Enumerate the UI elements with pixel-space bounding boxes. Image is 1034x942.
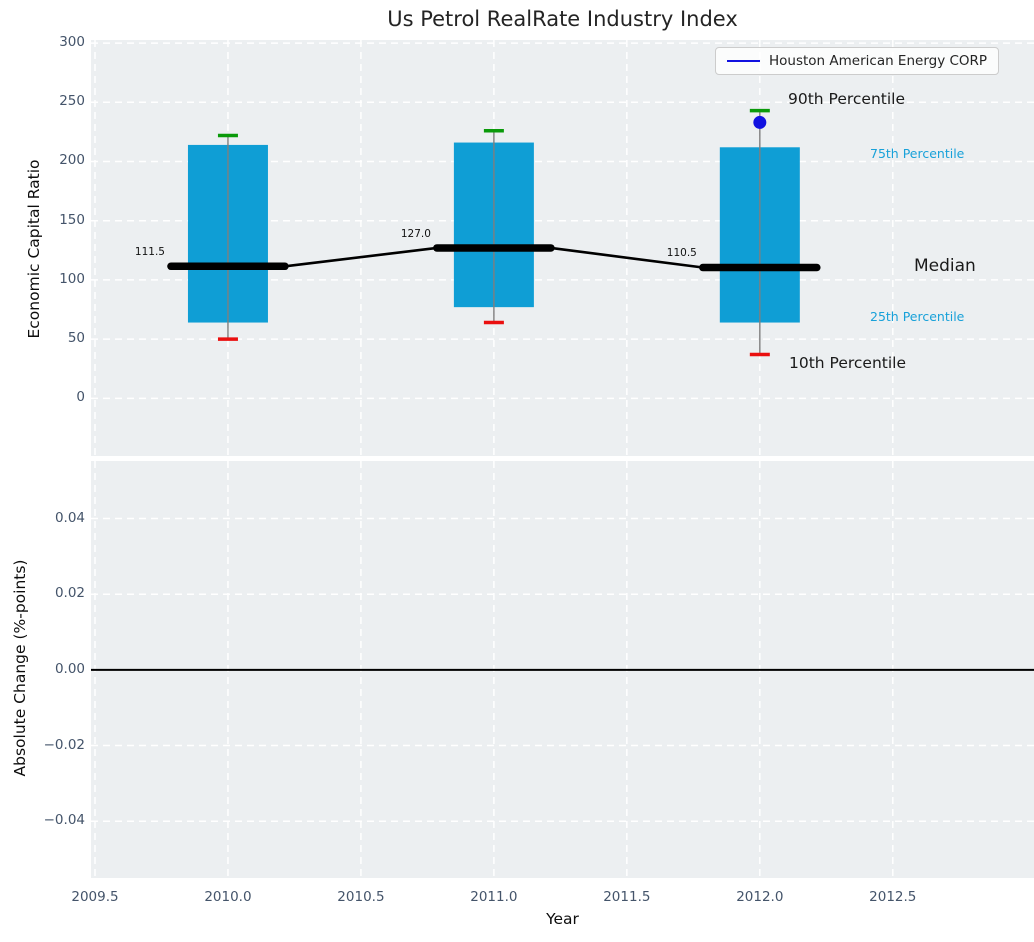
y-tick-top-0: 0 bbox=[76, 389, 85, 406]
company-point bbox=[753, 115, 767, 129]
top-plot-canvas bbox=[91, 40, 1034, 456]
x-tick-2010.5: 2010.5 bbox=[337, 889, 385, 905]
x-tick-2009.5: 2009.5 bbox=[71, 889, 119, 905]
plot-area-bottom bbox=[91, 461, 1034, 878]
y-tick-top-300: 300 bbox=[59, 34, 85, 51]
plot-area-top: 111.5 127.0 110.5 90th Percentile 75th Perce… bbox=[91, 40, 1034, 456]
y-tick-bottom-0.00: 0.00 bbox=[54, 660, 85, 677]
annotation-10th-percentile: 10th Percentile bbox=[789, 354, 907, 372]
y-tick-bottom-0.04: 0.04 bbox=[54, 509, 85, 526]
median-connector bbox=[284, 246, 438, 268]
y-tick-top-100: 100 bbox=[59, 270, 85, 287]
annotation-25th-percentile: 25th Percentile bbox=[870, 309, 965, 324]
y-tick-bottom-−0.02: −0.02 bbox=[43, 736, 85, 753]
x-tick-2011.0: 2011.0 bbox=[470, 889, 518, 905]
y-tick-top-50: 50 bbox=[67, 330, 85, 347]
legend: Houston American Energy CORP bbox=[715, 47, 1000, 75]
annotation-median: Median bbox=[914, 256, 976, 276]
y-tick-bottom-−0.04: −0.04 bbox=[43, 812, 85, 829]
chart-title: Us Petrol RealRate Industry Index bbox=[387, 7, 738, 31]
median-value-label-2011: 127.0 bbox=[400, 227, 431, 240]
y-tick-top-200: 200 bbox=[59, 152, 85, 169]
legend-line-sample bbox=[727, 60, 760, 62]
legend-label: Houston American Energy CORP bbox=[769, 53, 988, 69]
x-tick-2010.0: 2010.0 bbox=[204, 889, 252, 905]
x-axis-label: Year bbox=[546, 910, 579, 928]
median-connector bbox=[550, 246, 703, 269]
y-tick-bottom-0.02: 0.02 bbox=[54, 585, 85, 602]
median-value-label-2012: 110.5 bbox=[666, 247, 697, 260]
median-value-label-2010: 111.5 bbox=[134, 246, 165, 259]
x-tick-2012.0: 2012.0 bbox=[736, 889, 784, 905]
annotation-90th-percentile: 90th Percentile bbox=[788, 90, 906, 108]
y-tick-top-250: 250 bbox=[59, 93, 85, 110]
y-axis-label-top: Economic Capital Ratio bbox=[25, 159, 43, 339]
x-tick-2012.5: 2012.5 bbox=[869, 889, 917, 905]
annotation-75th-percentile: 75th Percentile bbox=[870, 146, 965, 161]
x-tick-2011.5: 2011.5 bbox=[603, 889, 651, 905]
bottom-plot-canvas bbox=[91, 461, 1034, 878]
y-tick-top-150: 150 bbox=[59, 211, 85, 228]
